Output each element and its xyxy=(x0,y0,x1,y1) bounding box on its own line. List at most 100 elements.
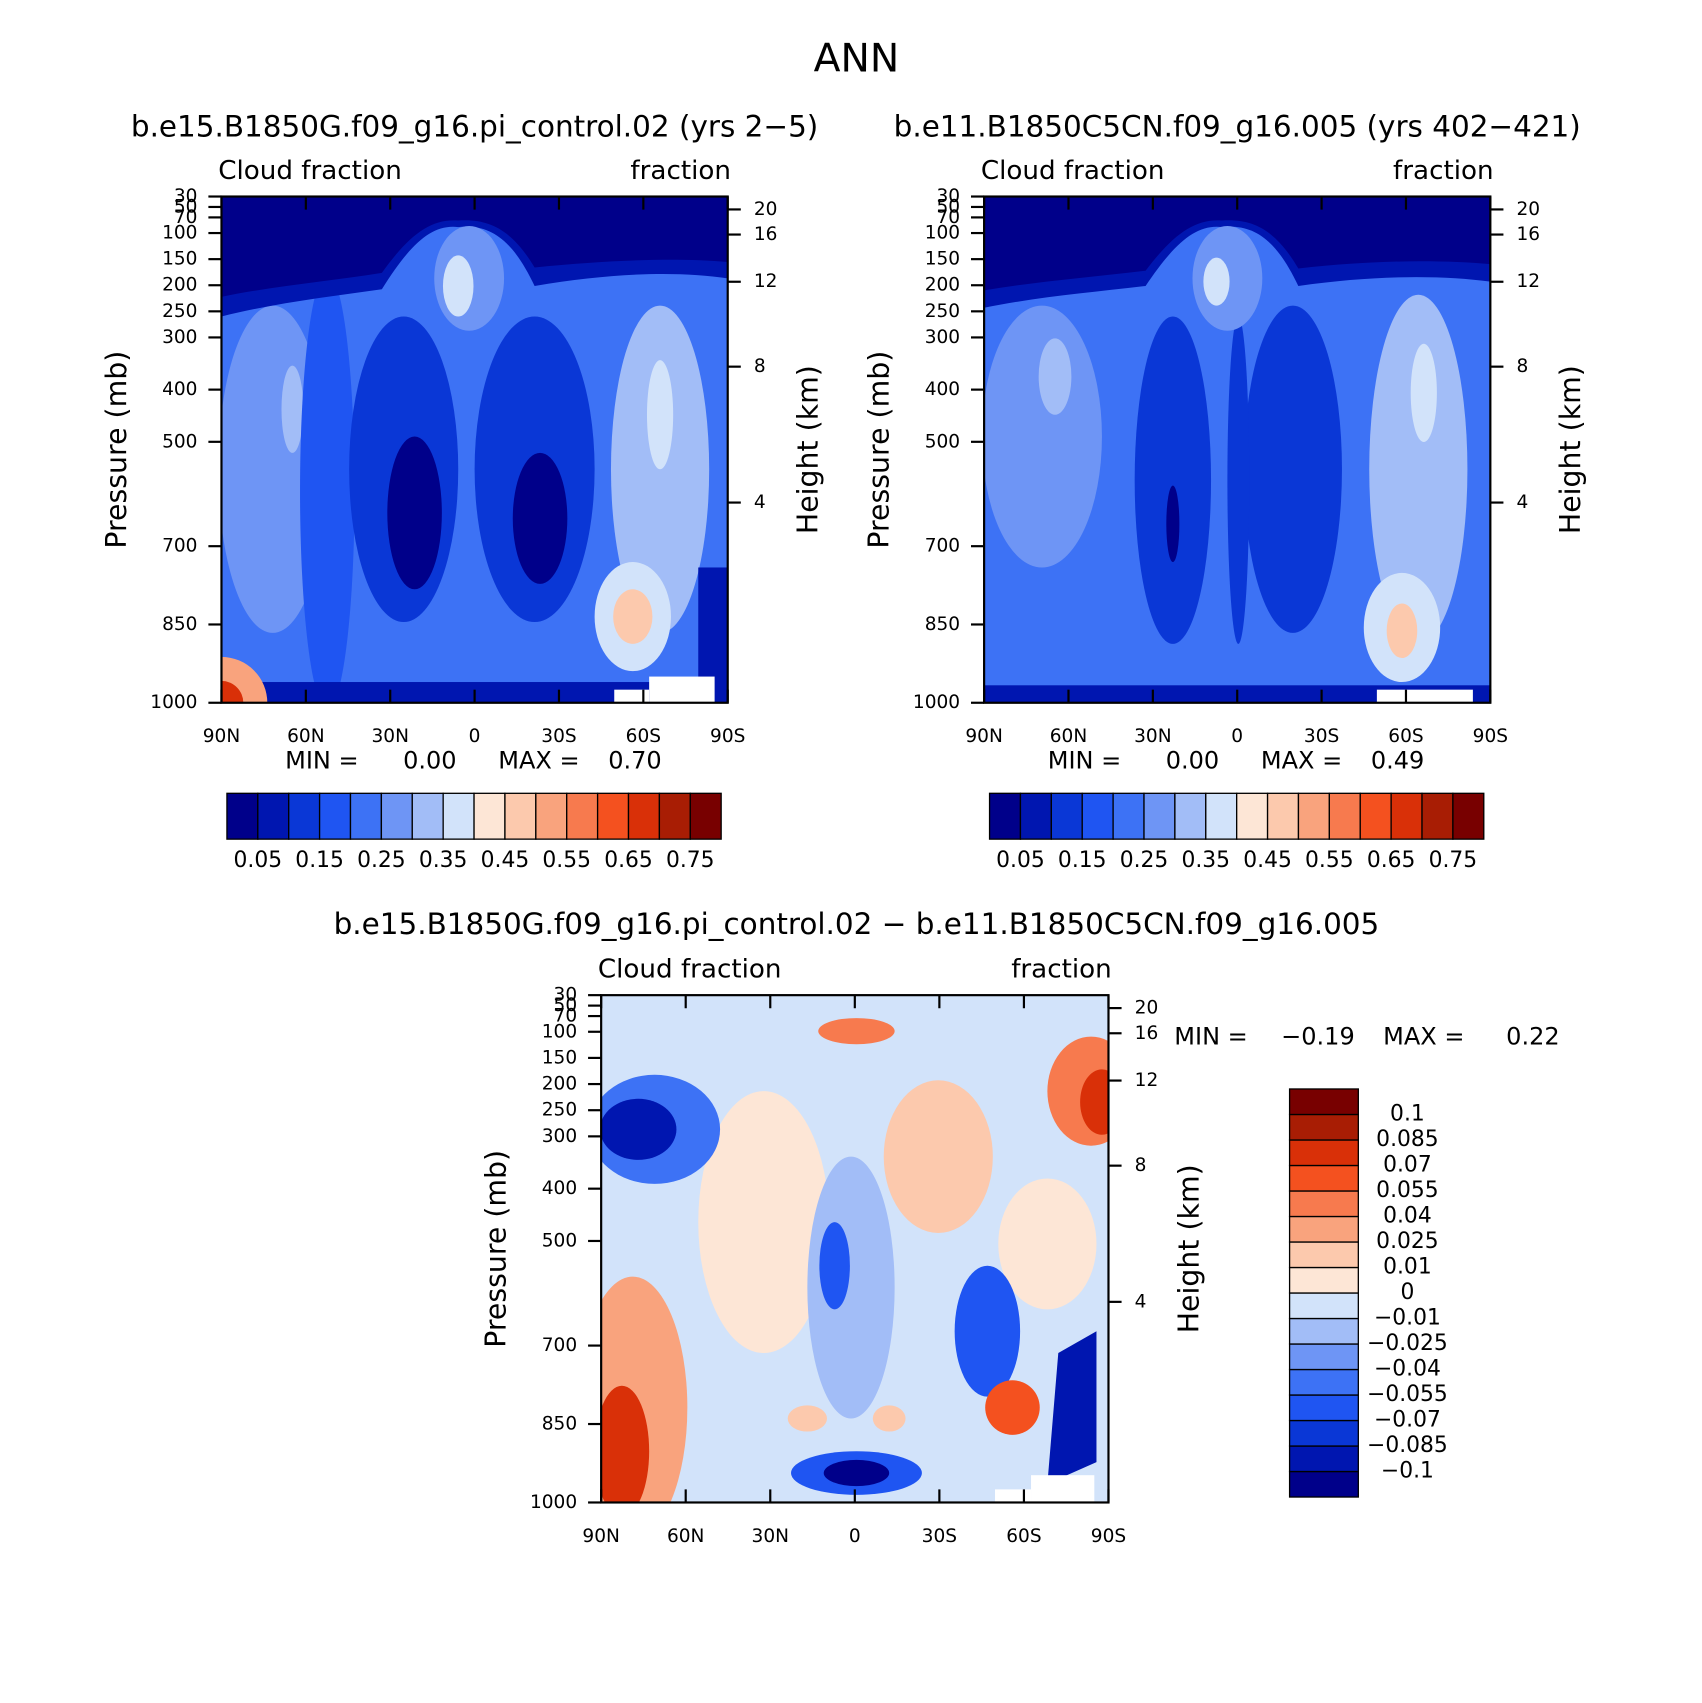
y-tick-label: 30 xyxy=(937,186,961,207)
y-tick-label: 250 xyxy=(925,301,960,322)
colorbar-box xyxy=(411,792,444,840)
colorbar-box xyxy=(1050,792,1083,840)
field-region xyxy=(221,680,244,703)
colorbar-box xyxy=(1288,1343,1359,1371)
colorbar-box xyxy=(1288,1241,1359,1269)
colorbar-box xyxy=(1288,1139,1359,1167)
colorbar-label: −0.055 xyxy=(1367,1382,1448,1407)
x-tick-label: 30N xyxy=(371,726,408,747)
y-tick-label: 850 xyxy=(542,1414,577,1435)
panel-title: b.e11.B1850C5CN.f09_g16.005 (yrs 402−421… xyxy=(894,109,1581,143)
colorbar-box xyxy=(1421,792,1454,840)
colorbar-box xyxy=(1236,792,1269,840)
y-tick-label: 1000 xyxy=(530,1492,577,1513)
contour-field xyxy=(984,196,1491,703)
field-region xyxy=(442,255,474,317)
colorbar-box xyxy=(318,792,352,840)
y-tick-label: 850 xyxy=(162,614,197,635)
field-region xyxy=(984,196,1491,291)
y-tick-label: 1000 xyxy=(150,692,197,713)
colorbar-box xyxy=(380,792,413,840)
colorbar-box xyxy=(596,792,630,840)
colorbar-box xyxy=(566,792,599,840)
colorbar-box xyxy=(257,792,290,840)
colorbar-box xyxy=(1288,1317,1359,1345)
x-tick-label: 30S xyxy=(541,726,576,747)
y2-axis-label: Height (km) xyxy=(1172,1164,1205,1333)
field-region xyxy=(601,1385,650,1503)
ground-mask xyxy=(1031,1475,1095,1503)
field-region xyxy=(872,1405,906,1432)
colorbar-box xyxy=(226,792,259,840)
colorbar-box xyxy=(1359,792,1392,840)
y2-tick-label: 4 xyxy=(1135,1291,1147,1312)
colorbar-box xyxy=(1288,1215,1359,1243)
colorbar-box xyxy=(1288,1164,1359,1192)
colorbar-label: 0.15 xyxy=(1058,848,1107,873)
field-region xyxy=(387,436,442,590)
colorbar-label: −0.04 xyxy=(1374,1357,1441,1382)
colorbar-label: −0.07 xyxy=(1374,1408,1441,1433)
y2-tick-label: 12 xyxy=(754,271,778,292)
y-tick-label: 100 xyxy=(542,1021,577,1042)
y-tick-label: 200 xyxy=(925,275,960,296)
y-tick-label: 30 xyxy=(174,186,198,207)
field-region xyxy=(985,1380,1040,1435)
colorbar-label: 0.55 xyxy=(1305,848,1354,873)
x-tick-label: 90N xyxy=(582,1526,619,1547)
x-tick-label: 90N xyxy=(965,726,1002,747)
colorbar-box xyxy=(1288,1394,1359,1422)
y2-axis-label: Height (km) xyxy=(792,365,825,534)
colorbar-label: 0.15 xyxy=(295,848,344,873)
colorbar-box xyxy=(689,792,722,840)
field-region xyxy=(984,305,1102,568)
colorbar-label: 0.05 xyxy=(996,848,1045,873)
field-region xyxy=(698,1091,830,1354)
x-tick-label: 60S xyxy=(1006,1526,1041,1547)
colorbar-label: 0.45 xyxy=(1243,848,1292,873)
y-tick-label: 100 xyxy=(162,223,197,244)
colorbar-box xyxy=(1174,792,1207,840)
field-region xyxy=(1203,257,1230,306)
field-region xyxy=(818,1018,895,1045)
colorbar-label: 0.35 xyxy=(419,848,468,873)
colorbar-box xyxy=(1266,792,1300,840)
colorbar-box xyxy=(1390,792,1423,840)
colorbar-label: 0.65 xyxy=(604,848,653,873)
field-region xyxy=(1410,343,1437,443)
field-region xyxy=(883,1080,993,1233)
field-region xyxy=(221,196,728,297)
colorbar-box xyxy=(1297,792,1331,840)
max-text: MAX = xyxy=(498,747,579,775)
colorbar-box xyxy=(627,792,661,840)
min-value: 0.00 xyxy=(1166,747,1219,775)
contour-field xyxy=(221,196,728,703)
colorbar-box xyxy=(1288,1088,1359,1116)
field-region xyxy=(601,1098,677,1160)
colorbar-box xyxy=(288,792,321,840)
field-region xyxy=(787,1405,827,1432)
colorbar-box xyxy=(1288,1368,1359,1396)
y2-tick-label: 20 xyxy=(1517,199,1541,220)
x-tick-label: 90S xyxy=(1473,726,1508,747)
x-tick-label: 0 xyxy=(469,726,481,747)
y-tick-label: 250 xyxy=(162,301,197,322)
ground-mask xyxy=(995,1489,1032,1503)
x-tick-label: 90N xyxy=(203,726,240,747)
x-tick-label: 30N xyxy=(752,1526,789,1547)
x-tick-label: 60N xyxy=(1050,726,1087,747)
field-region xyxy=(281,365,304,453)
min-value: 0.00 xyxy=(403,747,456,775)
colorbar-box xyxy=(1288,1470,1359,1498)
colorbar-label: 0.04 xyxy=(1383,1203,1432,1228)
y-tick-label: 150 xyxy=(162,249,197,270)
y2-tick-label: 8 xyxy=(1517,356,1529,377)
y2-tick-label: 20 xyxy=(1135,998,1159,1019)
colorbar-label: 0.45 xyxy=(481,848,530,873)
y-tick-label: 30 xyxy=(554,985,578,1006)
y-axis-label: Pressure (mb) xyxy=(100,351,133,549)
y-tick-label: 850 xyxy=(925,614,960,635)
field-region xyxy=(1038,338,1072,415)
